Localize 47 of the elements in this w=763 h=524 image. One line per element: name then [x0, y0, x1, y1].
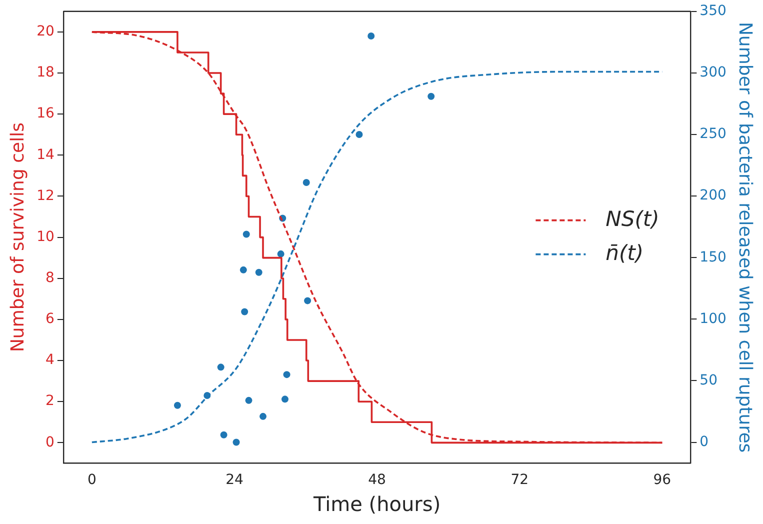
point — [283, 371, 290, 378]
y-tick-label: 12 — [36, 188, 54, 204]
legend-label: NS(t) — [606, 206, 660, 231]
y-tick-label: 16 — [36, 106, 54, 122]
point — [217, 364, 224, 371]
y2-axis-title: Number of bacteria released when cell ruptures — [734, 22, 756, 453]
point — [240, 266, 247, 274]
y-tick-label: 0 — [45, 434, 54, 450]
y2-tick-label: 50 — [700, 372, 718, 388]
point — [232, 438, 240, 446]
point — [281, 396, 288, 403]
y2-tick-label: 200 — [700, 188, 726, 204]
y2-tick-label: 150 — [700, 249, 726, 266]
y-tick-label: 6 — [45, 311, 54, 328]
y-axis-title: Number of surviving cells — [7, 122, 28, 352]
y2-tick-label: 0 — [700, 434, 709, 450]
y-tick-label: 10 — [36, 228, 54, 245]
point — [174, 402, 181, 409]
y2-tick-label: 300 — [700, 64, 726, 81]
x-tick-label: 48 — [368, 472, 386, 488]
y-tick-label: 18 — [36, 64, 54, 81]
y2-tick-label: 250 — [700, 126, 726, 142]
point — [241, 308, 248, 316]
y2-tick-label: 100 — [700, 310, 726, 327]
y-tick-label: 20 — [36, 24, 54, 40]
point — [277, 250, 284, 258]
x-tick-label: 0 — [87, 472, 96, 488]
point — [368, 32, 375, 40]
point — [302, 179, 310, 186]
point — [304, 297, 312, 304]
point — [356, 131, 363, 138]
point — [260, 412, 266, 420]
x-axis-title: Time (hours) — [312, 492, 441, 516]
y-tick-label: 2 — [45, 393, 54, 410]
x-tick-label: 72 — [510, 472, 529, 488]
y-tick-label: 14 — [36, 146, 54, 163]
y-tick-label: 4 — [45, 352, 54, 368]
x-tick-label: 24 — [226, 472, 244, 488]
point — [242, 230, 250, 238]
point — [428, 92, 435, 100]
y-tick-label: 8 — [45, 270, 54, 286]
point — [245, 396, 252, 404]
legend-label: n̄(t) — [606, 240, 644, 265]
y2-tick-label: 350 — [700, 3, 726, 20]
point — [255, 268, 262, 276]
point — [220, 431, 228, 438]
x-tick-label: 96 — [653, 472, 672, 488]
